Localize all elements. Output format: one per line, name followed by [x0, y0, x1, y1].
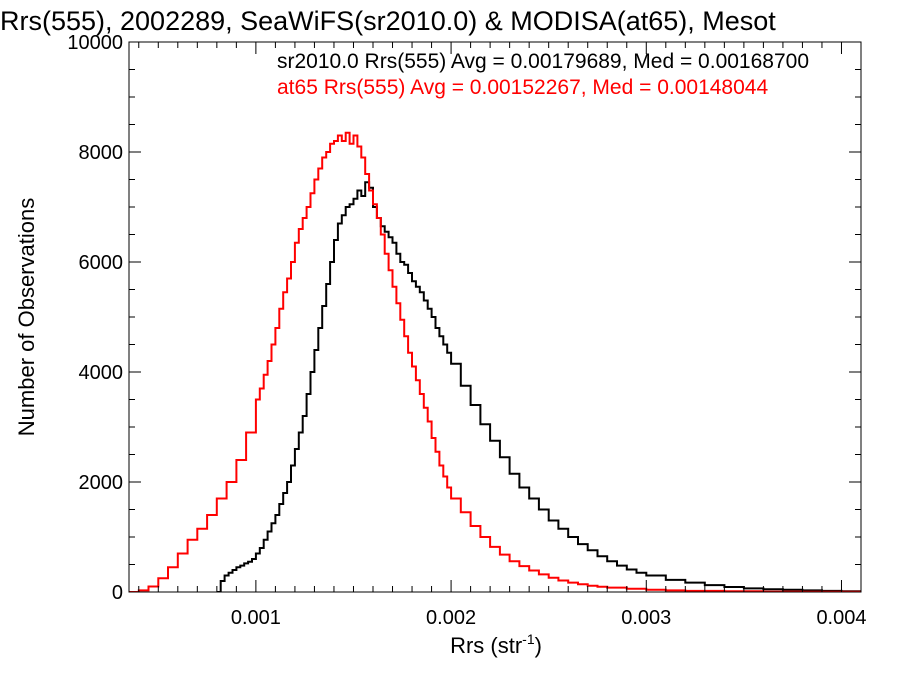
x-axis-label-text: Rrs (str — [450, 633, 522, 658]
series-line-1 — [216, 181, 861, 592]
stats-annotation-2: at65 Rrs(555) Avg = 0.00152267, Med = 0.… — [277, 76, 768, 99]
x-tick-label: 0.001 — [231, 607, 281, 629]
series-layer — [129, 131, 861, 592]
series-line-2 — [129, 131, 861, 592]
y-tick-label: 10000 — [67, 32, 123, 54]
y-axis-label: Number of Observations — [14, 198, 39, 436]
x-tick-label: 0.003 — [621, 607, 671, 629]
x-tick-label: 0.004 — [816, 607, 866, 629]
y-tick-label: 8000 — [79, 142, 124, 164]
x-axis-label-close: ) — [535, 633, 542, 658]
axes-layer: 0.001 0.002 0.003 0.004 0 2000 4000 6000 8000 100… — [67, 32, 866, 629]
chart-title: Rrs(555), 2002289, SeaWiFS(sr2010.0) & M… — [0, 6, 776, 36]
x-axis-label-superscript: -1 — [522, 631, 535, 647]
stats-annotation-1: sr2010.0 Rrs(555) Avg = 0.00179689, Med … — [277, 50, 809, 73]
x-axis-label: Rrs (str-1) — [450, 631, 542, 658]
y-tick-label: 4000 — [79, 362, 124, 384]
annotation-layer: sr2010.0 Rrs(555) Avg = 0.00179689, Med … — [277, 50, 809, 99]
y-tick-label: 0 — [112, 582, 123, 604]
y-tick-label: 2000 — [79, 472, 124, 494]
plot-frame — [128, 41, 862, 593]
x-tick-label: 0.002 — [426, 607, 476, 629]
y-tick-label: 6000 — [79, 252, 124, 274]
